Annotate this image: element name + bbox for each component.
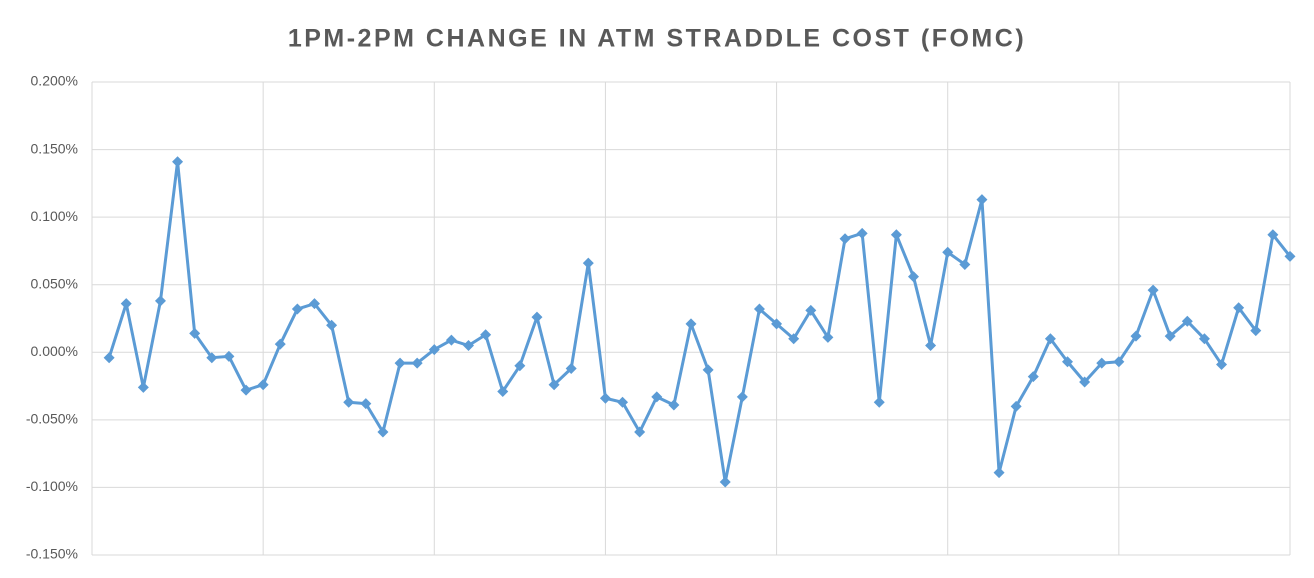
data-marker — [702, 364, 714, 376]
y-tick-label: -0.150% — [26, 546, 78, 562]
data-marker — [1181, 315, 1193, 327]
data-marker — [873, 396, 885, 408]
y-tick-label: 0.000% — [31, 343, 78, 359]
data-marker — [411, 357, 423, 369]
data-marker — [788, 333, 800, 345]
data-marker — [343, 396, 355, 408]
y-tick-label: 0.150% — [31, 140, 78, 156]
data-marker — [206, 352, 218, 364]
data-marker — [1267, 229, 1279, 241]
data-marker — [326, 319, 338, 331]
data-marker — [377, 426, 389, 438]
y-tick-label: -0.100% — [26, 478, 78, 494]
data-marker — [274, 338, 286, 350]
y-tick-label: 0.100% — [31, 208, 78, 224]
data-marker — [514, 360, 526, 372]
data-marker — [1130, 330, 1142, 342]
data-marker — [103, 352, 115, 364]
data-marker — [1044, 333, 1056, 345]
data-marker — [582, 257, 594, 269]
data-marker — [1079, 376, 1091, 388]
data-marker — [480, 329, 492, 341]
data-marker — [1027, 371, 1039, 383]
data-marker — [599, 392, 611, 404]
data-marker — [959, 258, 971, 270]
y-tick-label: 0.050% — [31, 275, 78, 291]
data-marker — [736, 391, 748, 403]
data-marker — [1010, 400, 1022, 412]
data-line — [107, 160, 1292, 484]
data-marker — [1284, 250, 1296, 262]
data-marker — [822, 331, 834, 343]
data-marker — [154, 295, 166, 307]
data-marker — [805, 304, 817, 316]
y-tick-label: 0.200% — [31, 73, 78, 89]
data-marker — [1198, 333, 1210, 345]
chart-title: 1PM-2PM CHANGE IN ATM STRADDLE COST (FOM… — [288, 25, 1026, 53]
data-marker — [172, 156, 184, 168]
data-marker — [1233, 302, 1245, 314]
data-marker — [856, 227, 868, 239]
data-marker — [1164, 330, 1176, 342]
data-marker — [548, 379, 560, 391]
data-marker — [308, 298, 320, 310]
data-marker — [428, 344, 440, 356]
data-marker — [753, 303, 765, 315]
data-marker — [445, 334, 457, 346]
data-marker — [976, 194, 988, 206]
data-marker — [925, 340, 937, 352]
data-marker — [719, 476, 731, 488]
y-tick-label: -0.050% — [26, 411, 78, 427]
data-marker — [993, 467, 1005, 479]
data-marker — [360, 398, 372, 410]
data-marker — [942, 246, 954, 258]
data-marker — [634, 426, 646, 438]
data-marker — [189, 327, 201, 339]
data-marker — [890, 229, 902, 241]
data-marker — [617, 396, 629, 408]
data-marker — [1147, 284, 1159, 296]
data-marker — [394, 357, 406, 369]
data-marker — [668, 399, 680, 411]
data-marker — [223, 350, 235, 362]
data-marker — [463, 340, 475, 352]
data-marker — [1113, 356, 1125, 368]
data-marker — [240, 384, 252, 396]
data-marker — [1250, 325, 1262, 337]
data-marker — [137, 381, 149, 393]
data-marker — [497, 385, 509, 397]
data-marker — [291, 303, 303, 315]
data-marker — [1216, 358, 1228, 370]
data-marker — [651, 391, 663, 403]
data-marker — [531, 311, 543, 323]
data-marker — [839, 233, 851, 245]
data-marker — [565, 363, 577, 375]
data-marker — [771, 318, 783, 330]
data-marker — [1096, 357, 1108, 369]
data-marker — [257, 379, 269, 391]
data-marker — [685, 318, 697, 330]
data-marker — [1062, 356, 1074, 368]
data-marker — [907, 271, 919, 283]
data-marker — [120, 298, 132, 310]
